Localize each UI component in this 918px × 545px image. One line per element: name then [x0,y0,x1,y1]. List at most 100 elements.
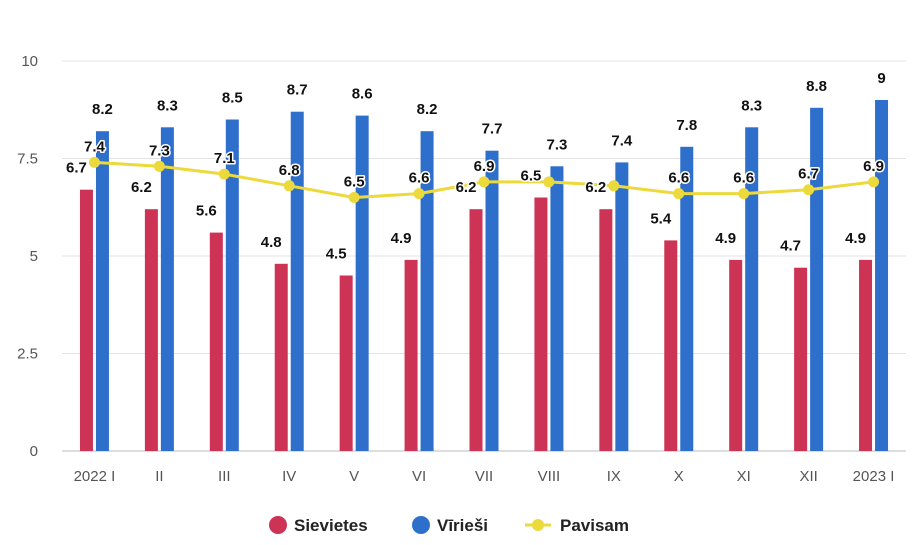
data-label-pavisam-3: 6.8 [279,162,300,179]
x-tick-label-3: IV [282,468,296,485]
x-tick-label-4: V [349,468,359,485]
data-label-sievietes-10: 4.9 [715,230,736,247]
bar-sievietes-6 [469,209,483,451]
data-label-sievietes-4: 4.5 [326,246,347,263]
bar-sievietes-7 [534,197,548,451]
bar-virriesi-11 [810,107,824,452]
bar-sievietes-12 [859,259,873,451]
x-tick-label-8: IX [607,468,621,485]
data-label-virriesi-1: 8.3 [157,97,178,114]
line-point-pavisam-9 [673,188,685,200]
line-point-pavisam-12 [868,176,880,188]
data-label-pavisam-0: 7.4 [84,138,106,155]
bar-virriesi-0 [95,131,109,451]
data-label-sievietes-6: 6.2 [456,179,477,196]
data-label-pavisam-2: 7.1 [214,150,235,167]
line-point-pavisam-0 [88,156,100,168]
data-label-virriesi-10: 8.3 [741,97,762,114]
bar-virriesi-8 [615,162,629,451]
data-label-pavisam-9: 6.6 [668,170,689,187]
data-label-sievietes-2: 5.6 [196,203,217,220]
data-label-sievietes-7: 6.5 [520,168,541,185]
bar-sievietes-1 [144,209,158,451]
line-point-pavisam-4 [348,192,360,203]
bar-sievietes-10 [729,259,743,451]
data-label-sievietes-12: 4.9 [845,230,866,247]
bar-sievietes-5 [404,259,418,451]
line-point-pavisam-3 [283,180,295,192]
data-label-sievietes-0: 6.7 [66,160,87,177]
bar-virriesi-2 [225,119,239,451]
legend-label-pavisam: Pavisam [560,516,629,535]
bar-sievietes-11 [794,267,808,451]
line-point-pavisam-2 [218,168,230,180]
data-label-sievietes-3: 4.8 [261,234,282,251]
data-label-sievietes-9: 5.4 [650,210,672,227]
legend-marker-pavisam [532,519,544,531]
legend-label-sievietes: Sievietes [294,516,368,535]
data-label-pavisam-6: 6.9 [474,158,495,175]
data-label-virriesi-2: 8.5 [222,90,243,107]
bar-virriesi-1 [160,127,174,452]
data-label-virriesi-7: 7.3 [546,136,567,153]
y-tick-label-4: 10 [21,53,38,70]
line-point-pavisam-5 [413,188,425,200]
data-label-sievietes-11: 4.7 [780,238,801,255]
bar-sievietes-4 [339,275,353,451]
data-label-sievietes-5: 4.9 [391,230,412,247]
bar-virriesi-4 [355,115,369,451]
data-label-virriesi-0: 8.2 [92,101,113,118]
legend-marker-virriesi [412,516,430,534]
bar-virriesi-10 [745,127,759,452]
bar-virriesi-9 [680,146,694,452]
data-label-virriesi-5: 8.2 [417,101,438,118]
data-label-virriesi-8: 7.4 [611,132,633,149]
bar-sievietes-0 [79,189,93,451]
x-tick-label-6: VII [475,468,493,485]
line-point-pavisam-10 [738,188,750,200]
data-label-virriesi-6: 7.7 [482,121,503,138]
x-tick-label-2: III [218,468,231,485]
data-label-pavisam-11: 6.7 [798,166,819,183]
data-label-sievietes-8: 6.2 [585,179,606,196]
data-label-sievietes-1: 6.2 [131,179,152,196]
x-tick-label-11: XII [799,468,817,485]
legend-label-virriesi: Vīrieši [437,516,488,535]
bar-sievietes-8 [599,209,613,451]
x-tick-label-9: X [674,468,684,485]
bar-virriesi-12 [875,100,889,451]
bar-virriesi-3 [290,111,304,451]
line-point-pavisam-1 [153,160,165,172]
x-tick-label-12: 2023 I [853,468,895,485]
data-label-virriesi-4: 8.6 [352,86,373,103]
data-label-pavisam-5: 6.6 [409,170,430,187]
data-label-pavisam-10: 6.6 [733,170,754,187]
bar-virriesi-7 [550,166,564,452]
y-tick-label-3: 7.5 [17,151,38,168]
y-tick-label-0: 0 [30,443,38,460]
x-tick-label-7: VIII [538,468,561,485]
line-point-pavisam-7 [543,176,555,188]
data-label-virriesi-11: 8.8 [806,78,827,95]
data-label-pavisam-4: 6.5 [344,174,365,191]
y-tick-label-1: 2.5 [17,346,38,363]
x-tick-label-10: XI [737,468,751,485]
line-point-pavisam-8 [608,180,620,192]
x-tick-label-5: VI [412,468,426,485]
data-label-pavisam-1: 7.3 [149,142,170,159]
legend-marker-sievietes [269,516,287,534]
line-point-pavisam-11 [803,184,815,196]
x-tick-label-1: II [155,468,163,485]
data-label-virriesi-9: 7.8 [676,117,697,134]
bar-sievietes-2 [209,232,223,451]
bar-virriesi-6 [485,150,499,451]
data-label-virriesi-12: 9 [877,70,885,87]
y-tick-label-2: 5 [30,248,38,265]
x-tick-label-0: 2022 I [74,468,116,485]
data-label-virriesi-3: 8.7 [287,82,308,99]
line-point-pavisam-6 [478,176,490,188]
bar-sievietes-3 [274,263,288,451]
bar-sievietes-9 [664,240,678,451]
